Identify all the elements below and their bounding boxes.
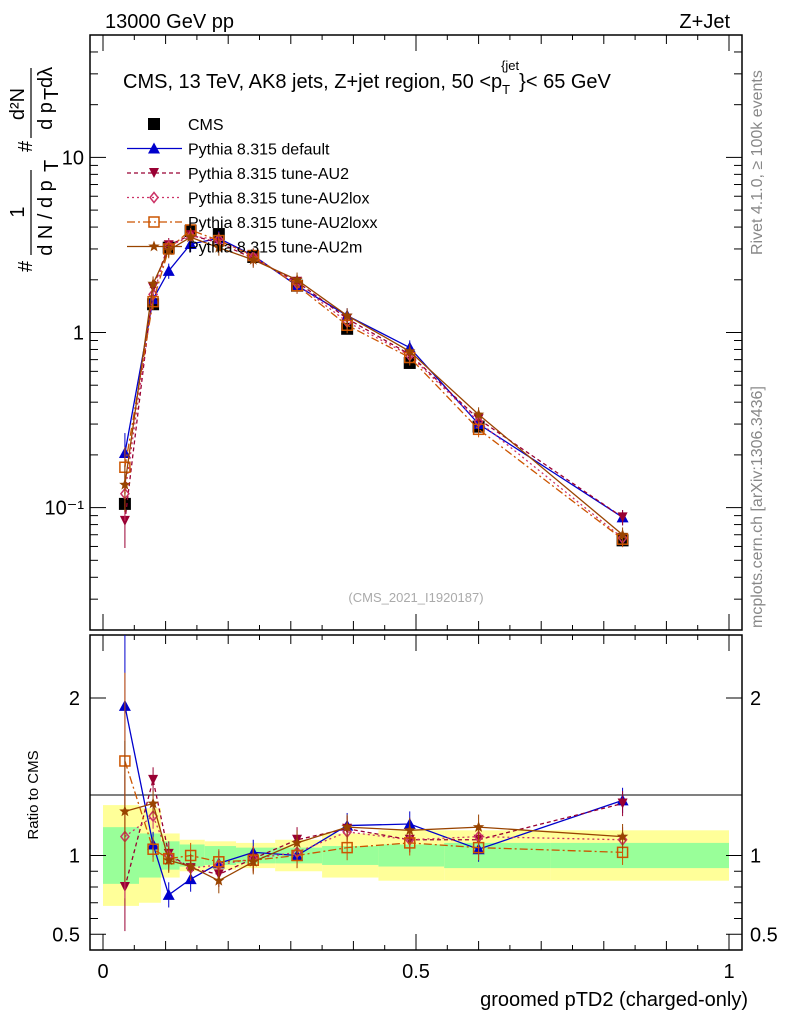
series-0 (118, 224, 629, 547)
ratio-point (162, 888, 175, 900)
y-axis-label: # 1 d N / d p T # d²N d p T dλ (7, 67, 63, 272)
legend-label: Pythia 8.315 tune-AU2 (188, 166, 349, 183)
analysis-id: (CMS_2021_I1920187) (348, 590, 483, 605)
ratio-y-tick-label-right: 1 (750, 846, 761, 868)
ratio-bands (103, 805, 729, 906)
series-layer (118, 222, 629, 932)
ratio-point (247, 855, 259, 867)
series-line (124, 237, 623, 518)
y-tick-label: 10 (62, 147, 84, 169)
ylabel-hash-2: # (15, 140, 37, 152)
series-line (124, 234, 623, 521)
ratio-y-tick-label-right: 2 (750, 688, 761, 710)
legend-marker (148, 118, 160, 130)
data-point (147, 295, 159, 308)
ratio-y-label: Ratio to CMS (25, 750, 42, 839)
mcplots-note: mcplots.cern.ch [arXiv:1306.3436] (749, 386, 766, 628)
title-prefix: CMS, 13 TeV, AK8 jets, Z+jet region, 50 … (123, 71, 502, 93)
legend-label: Pythia 8.315 tune-AU2m (188, 240, 362, 257)
legend-marker (149, 191, 159, 204)
ratio-point (616, 830, 629, 842)
data-point (162, 264, 175, 276)
legend-marker (148, 142, 160, 154)
axis-ticks: 0 0.5 1 10⁻¹ 1 10 0.5 0.5 1 1 2 2 (45, 34, 778, 983)
data-point (147, 277, 159, 289)
ylabel-hash-1: # (15, 260, 37, 272)
data-point (291, 273, 303, 285)
ratio-point (472, 841, 485, 854)
ylabel-den-2: d p (35, 102, 57, 130)
series-5 (119, 229, 629, 894)
legend-label: CMS (188, 117, 224, 134)
data-point (163, 244, 175, 256)
ratio-band-stat (378, 844, 445, 867)
data-point (617, 512, 628, 523)
ratio-point (147, 843, 159, 855)
rivet-note: Rivet 4.1.0, ≥ 100k events (749, 70, 766, 255)
series-1 (118, 231, 629, 908)
data-point (184, 231, 197, 243)
ratio-point (404, 824, 416, 836)
x-tick-label: 1 (723, 961, 734, 983)
data-point (247, 253, 259, 265)
ratio-line (124, 779, 623, 888)
data-point (472, 423, 485, 436)
data-point (119, 478, 131, 490)
series-4 (119, 222, 629, 875)
x-tick-label: 0.5 (402, 961, 430, 983)
ratio-band-stat (550, 842, 729, 869)
ratio-point (213, 856, 225, 868)
process-label: Z+Jet (679, 11, 730, 33)
ratio-y-tick-label: 1 (69, 846, 80, 868)
title-suffix: }< 65 GeV (519, 71, 611, 93)
legend-marker (148, 240, 160, 252)
energy-label: 13000 GeV pp (105, 11, 234, 33)
ratio-point (341, 821, 353, 832)
legend: CMS Pythia 8.315 default Pythia 8.315 tune… (127, 117, 377, 257)
ylabel-den-sub-2: T (41, 88, 63, 100)
ratio-point (163, 854, 175, 866)
ratio-point (147, 797, 159, 809)
ylabel-lambda: dλ (35, 67, 57, 88)
data-point (472, 408, 485, 420)
plot-title: CMS, 13 TeV, AK8 jets, Z+jet region, 50 … (123, 58, 612, 97)
ylabel-num-2: d²N (7, 88, 29, 120)
ratio-point (472, 821, 485, 832)
series-line (124, 236, 623, 536)
y-tick-label: 1 (73, 323, 84, 345)
ylabel-den-1: d N / d p (35, 180, 57, 256)
legend-marker (148, 216, 160, 228)
data-point (616, 528, 629, 540)
legend-label: Pythia 8.315 tune-AU2lox (188, 191, 369, 208)
x-tick-label: 0 (97, 961, 108, 983)
legend-label: Pythia 8.315 tune-AU2loxx (188, 215, 377, 232)
ylabel-num-1: 1 (7, 206, 29, 217)
ratio-point (119, 805, 131, 817)
y-tick-label: 10⁻¹ (45, 498, 85, 520)
ratio-y-tick-label-right: 0.5 (750, 924, 778, 946)
ratio-point (184, 860, 197, 872)
title-sup: {jet (501, 58, 519, 73)
series-line (124, 235, 623, 539)
ratio-point (617, 798, 628, 809)
legend-label: Pythia 8.315 default (188, 142, 330, 159)
series-line (124, 229, 623, 540)
data-point (213, 241, 225, 253)
ratio-point (213, 874, 225, 886)
data-point (404, 345, 416, 357)
ratio-band-stat (322, 846, 379, 865)
ratio-point (341, 841, 353, 854)
ratio-point (148, 774, 159, 785)
ratio-y-tick-label: 2 (69, 688, 80, 710)
ratio-y-tick-label: 0.5 (52, 924, 80, 946)
x-axis-label: groomed pTD2 (charged-only) (480, 989, 748, 1011)
series-2 (119, 227, 628, 932)
ratio-point (291, 836, 303, 848)
ylabel-den-sub-1: T (41, 160, 63, 172)
data-point (341, 309, 353, 321)
ratio-frame (89, 634, 743, 951)
title-sub: T (502, 82, 510, 97)
legend-marker (149, 168, 159, 178)
